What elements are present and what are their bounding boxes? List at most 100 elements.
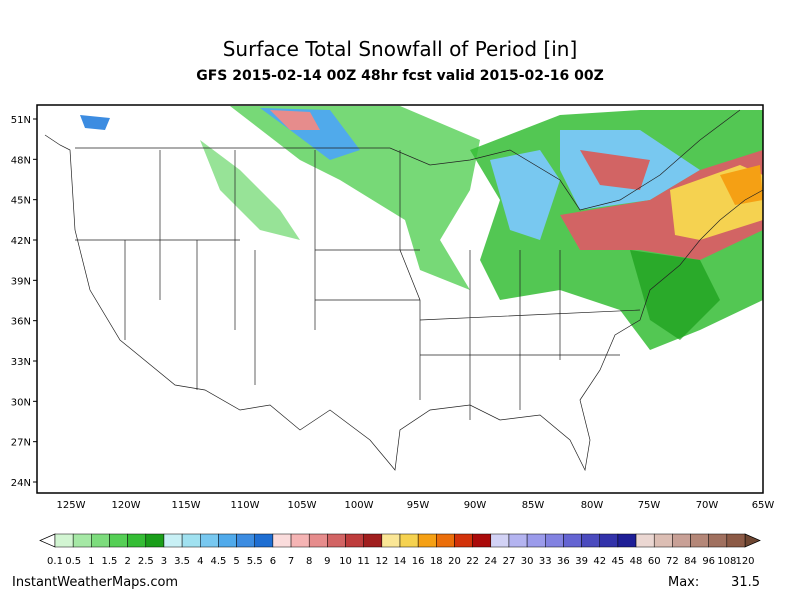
colorbar-box xyxy=(545,533,564,548)
colorbar-label: 8 xyxy=(306,556,312,567)
colorbar-box xyxy=(581,533,600,548)
source: InstantWeatherMaps.com xyxy=(12,575,178,590)
title: Surface Total Snowfall of Period [in] xyxy=(223,37,578,61)
colorbar-box xyxy=(417,533,437,548)
colorbar-label: 1 xyxy=(88,556,94,567)
colorbar-label: 27 xyxy=(503,556,516,567)
boundaries xyxy=(44,109,764,472)
colorbar-box xyxy=(145,533,165,548)
colorbar-label: 20 xyxy=(448,556,461,567)
colorbar-box xyxy=(472,533,492,548)
colorbar-box xyxy=(399,533,419,548)
colorbar-box xyxy=(436,533,455,548)
colorbar-over xyxy=(744,533,761,548)
colorbar-label: 60 xyxy=(648,556,661,567)
colorbar-box xyxy=(91,533,110,548)
colorbar-box xyxy=(617,533,637,548)
colorbar-box xyxy=(508,533,528,548)
colorbar-label: 108 xyxy=(717,556,736,567)
lat-label: 48N xyxy=(11,155,31,166)
colorbar-box xyxy=(127,533,147,548)
colorbar-label: 6 xyxy=(270,556,276,567)
colorbar-box xyxy=(345,533,364,548)
colorbar-label: 42 xyxy=(593,556,606,567)
colorbar-box xyxy=(526,533,546,548)
colorbar-box xyxy=(200,533,219,548)
colorbar-label: 48 xyxy=(630,556,643,567)
colorbar-label: 3.5 xyxy=(174,556,190,567)
lat-label: 51N xyxy=(11,115,31,126)
colorbar-label: 2 xyxy=(124,556,130,567)
colorbar-box xyxy=(218,533,237,548)
lat-label: 24N xyxy=(11,478,31,489)
lon-label: 95W xyxy=(407,500,430,511)
lon-label: 70W xyxy=(696,500,719,511)
colorbar-label: 14 xyxy=(394,556,407,567)
colorbar-box xyxy=(272,533,292,548)
lon-label: 115W xyxy=(172,500,201,511)
colorbar-label: 0.1 xyxy=(47,556,63,567)
colorbar-label: 18 xyxy=(430,556,443,567)
colorbar-label: 72 xyxy=(666,556,679,567)
colorbar-label: 24 xyxy=(484,556,497,567)
colorbar-label: 1.5 xyxy=(102,556,118,567)
max-label: Max: xyxy=(668,575,699,590)
colorbar-label: 11 xyxy=(357,556,370,567)
lat-label: 33N xyxy=(11,357,31,368)
colorbar-box xyxy=(454,533,473,548)
colorbar-box xyxy=(163,533,183,548)
colorbar-box xyxy=(54,533,74,548)
colorbar-box xyxy=(181,533,201,548)
lon-label: 90W xyxy=(464,500,487,511)
colorbar-box xyxy=(708,533,728,548)
colorbar-label: 7 xyxy=(288,556,294,567)
lon-label: 85W xyxy=(522,500,545,511)
colorbar-label: 5 xyxy=(233,556,239,567)
colorbar-box xyxy=(635,533,655,548)
lon-label: 105W xyxy=(288,500,317,511)
colorbar-box xyxy=(109,533,128,548)
colorbar-box xyxy=(254,533,274,548)
colorbar-label: 33 xyxy=(539,556,552,567)
colorbar-label: 39 xyxy=(575,556,588,567)
colorbar-box xyxy=(290,533,310,548)
colorbar-box xyxy=(672,533,691,548)
colorbar-box xyxy=(726,533,746,548)
map-frame xyxy=(36,104,764,494)
lon-label: 100W xyxy=(345,500,374,511)
colorbar-label: 9 xyxy=(324,556,330,567)
colorbar-label: 45 xyxy=(612,556,625,567)
colorbar-label: 36 xyxy=(557,556,570,567)
snow-fields xyxy=(80,106,763,350)
colorbar-label: 16 xyxy=(412,556,425,567)
colorbar-box xyxy=(381,533,401,548)
colorbar-label: 4.5 xyxy=(210,556,226,567)
colorbar-box xyxy=(490,533,510,548)
lon-label: 65W xyxy=(752,500,775,511)
lat-label: 39N xyxy=(11,276,31,287)
colorbar-box xyxy=(72,533,92,548)
map xyxy=(36,104,764,494)
colorbar-label: 12 xyxy=(375,556,388,567)
max-value: 31.5 xyxy=(731,575,760,590)
colorbar-under xyxy=(39,533,56,548)
colorbar-label: 4 xyxy=(197,556,203,567)
lat-label: 27N xyxy=(11,438,31,449)
lon-label: 120W xyxy=(112,500,141,511)
lon-label: 110W xyxy=(231,500,260,511)
colorbar-label: 96 xyxy=(702,556,715,567)
lat-label: 45N xyxy=(11,196,31,207)
colorbar-box xyxy=(308,533,328,548)
colorbar-label: 84 xyxy=(684,556,697,567)
colorbar-label: 10 xyxy=(339,556,352,567)
colorbar-box xyxy=(563,533,582,548)
colorbar-box xyxy=(236,533,255,548)
colorbar-label: 2.5 xyxy=(138,556,154,567)
colorbar-box xyxy=(599,533,619,548)
lon-label: 125W xyxy=(57,500,86,511)
colorbar-box xyxy=(653,533,673,548)
colorbar-label: 22 xyxy=(466,556,479,567)
lat-label: 30N xyxy=(11,397,31,408)
colorbar-box xyxy=(327,533,346,548)
